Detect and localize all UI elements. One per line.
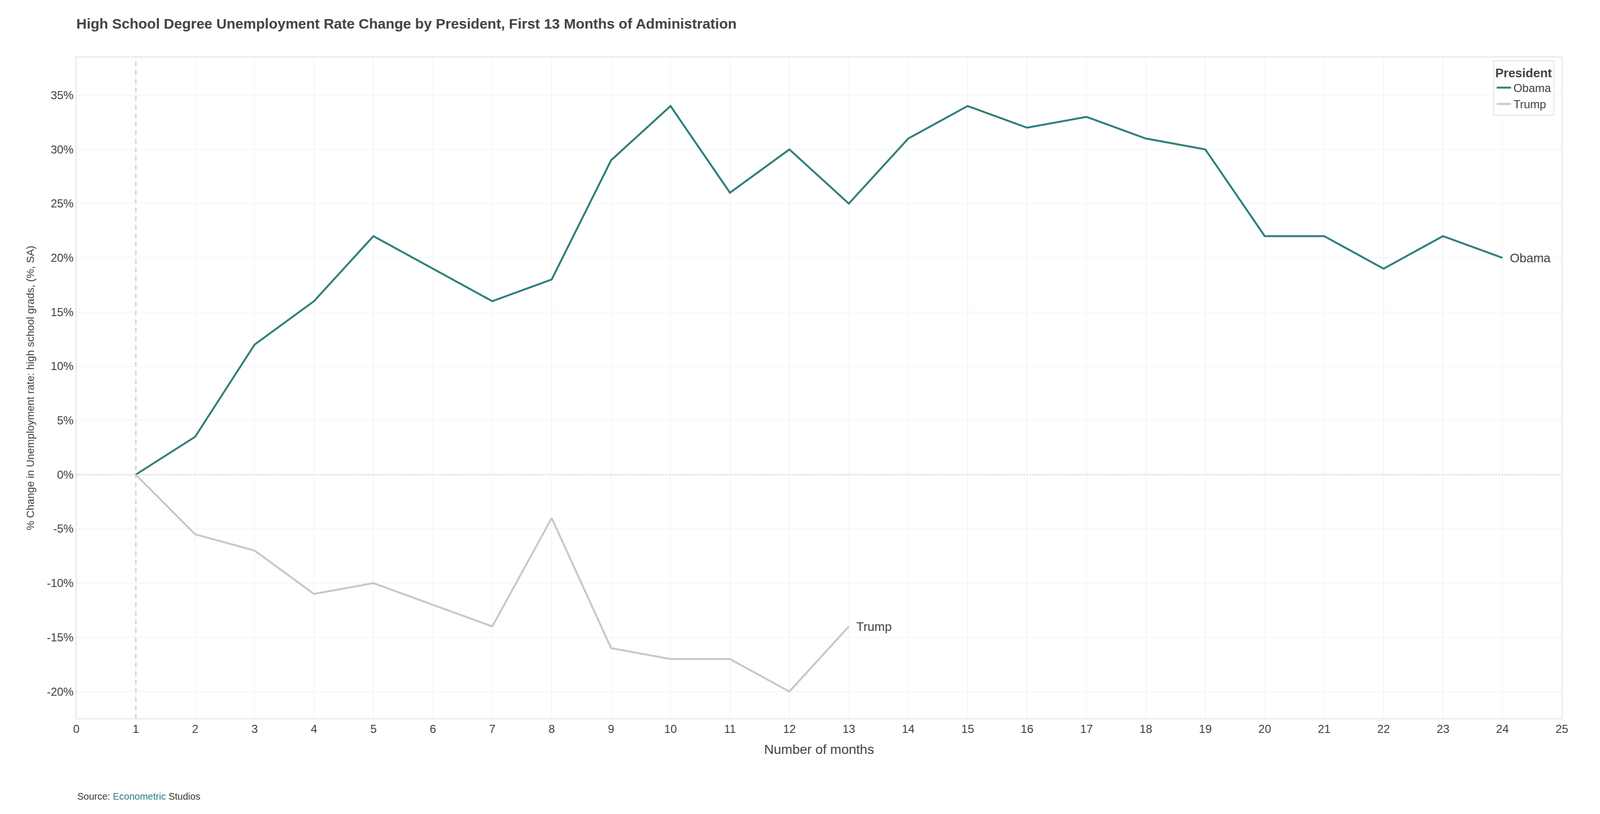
svg-text:20: 20 [1258,722,1272,736]
svg-text:President: President [1495,65,1552,81]
svg-text:3: 3 [251,722,258,736]
svg-text:14: 14 [901,722,915,736]
svg-text:15%: 15% [50,305,74,319]
svg-text:6: 6 [429,722,437,736]
svg-text:5%: 5% [57,414,74,427]
svg-text:-20%: -20% [46,685,74,699]
svg-text:21: 21 [1317,722,1331,736]
svg-text:Trump: Trump [856,619,892,634]
svg-text:1: 1 [132,722,139,736]
svg-text:17: 17 [1080,722,1093,736]
svg-text:% Change in Unemployment rate:: % Change in Unemployment rate: high scho… [24,245,37,531]
svg-text:23: 23 [1436,722,1450,736]
svg-text:15: 15 [961,722,975,736]
svg-text:19: 19 [1198,722,1212,736]
svg-text:Source: Econometric Studios: Source: Econometric Studios [77,791,201,802]
svg-text:2: 2 [191,722,198,736]
svg-text:18: 18 [1139,722,1153,736]
svg-text:30%: 30% [50,143,74,156]
svg-text:Trump: Trump [1513,97,1546,111]
svg-text:35%: 35% [50,88,74,102]
svg-text:12: 12 [782,722,796,736]
svg-text:-10%: -10% [46,576,74,590]
svg-text:-15%: -15% [46,631,74,645]
svg-text:16: 16 [1020,722,1034,736]
svg-text:11: 11 [724,722,737,736]
svg-text:Number of months: Number of months [764,742,874,758]
svg-text:25%: 25% [50,197,74,210]
svg-text:Obama: Obama [1513,81,1551,95]
svg-text:22: 22 [1377,722,1391,736]
svg-text:9: 9 [607,722,614,736]
svg-text:24: 24 [1496,722,1509,736]
svg-text:4: 4 [311,722,318,736]
svg-text:-5%: -5% [53,522,74,536]
svg-text:Obama: Obama [1509,250,1551,266]
svg-text:13: 13 [842,722,856,736]
svg-text:20%: 20% [50,251,74,265]
svg-text:0: 0 [72,722,80,736]
svg-text:10%: 10% [50,359,74,373]
svg-text:25: 25 [1555,722,1569,736]
svg-text:10: 10 [664,722,677,736]
svg-text:7: 7 [488,722,496,736]
svg-text:8: 8 [548,722,555,736]
svg-text:High School Degree Unemploymen: High School Degree Unemployment Rate Cha… [76,15,737,32]
svg-text:5: 5 [370,722,377,736]
svg-text:0%: 0% [57,468,74,482]
